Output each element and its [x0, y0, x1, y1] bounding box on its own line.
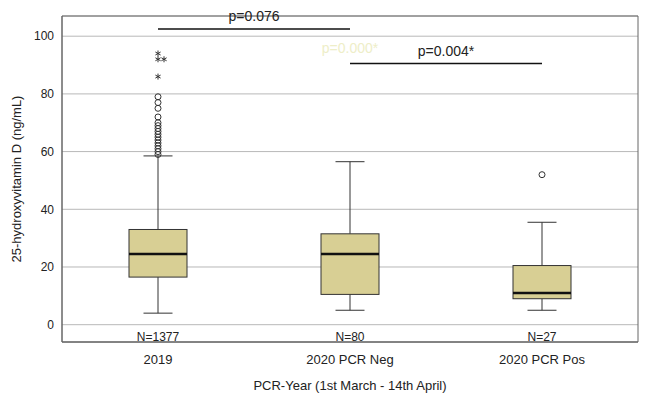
svg-text:2019: 2019 — [144, 352, 173, 367]
svg-text:100: 100 — [34, 29, 54, 43]
svg-text:p=0.004*: p=0.004* — [418, 43, 475, 59]
svg-text:2020 PCR Neg: 2020 PCR Neg — [306, 352, 393, 367]
svg-text:N=27: N=27 — [527, 330, 556, 344]
svg-text:N=1377: N=1377 — [137, 330, 180, 344]
svg-text:2020 PCR Pos: 2020 PCR Pos — [499, 352, 585, 367]
svg-text:PCR-Year (1st March - 14th Apr: PCR-Year (1st March - 14th April) — [253, 378, 446, 393]
svg-text:40: 40 — [41, 203, 55, 217]
svg-text:25-hydroxyvitamin D (ng/mL): 25-hydroxyvitamin D (ng/mL) — [9, 96, 24, 263]
svg-text:80: 80 — [41, 87, 55, 101]
svg-text:0: 0 — [47, 318, 54, 332]
svg-text:60: 60 — [41, 145, 55, 159]
svg-text:p=0.076: p=0.076 — [229, 8, 280, 24]
svg-text:20: 20 — [41, 260, 55, 274]
svg-text:N=80: N=80 — [335, 330, 364, 344]
svg-text:p=0.000*: p=0.000* — [322, 40, 379, 56]
